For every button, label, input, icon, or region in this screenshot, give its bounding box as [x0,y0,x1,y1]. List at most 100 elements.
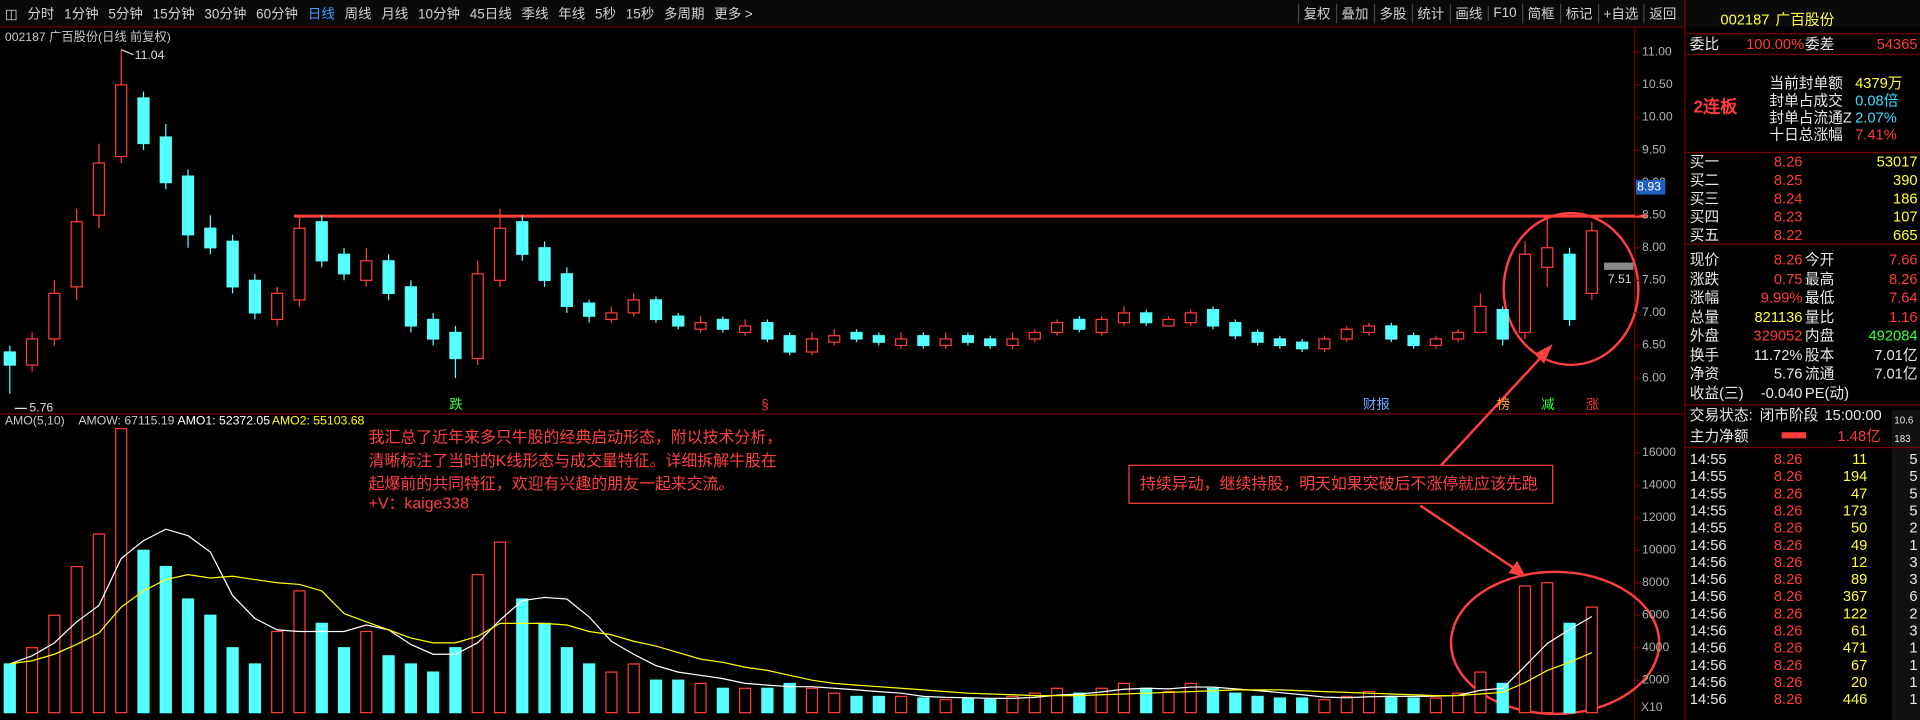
quote-value: 1.16 [1888,307,1918,326]
min-label: 5.76 [29,401,53,415]
period-tab[interactable]: 5分钟 [108,7,143,23]
tool-button[interactable]: 标记 [1559,3,1597,24]
info-label: 封单占成交 [1769,91,1843,109]
trade-price: 8.26 [1773,502,1803,520]
tool-button[interactable]: 画线 [1449,3,1487,24]
volume-bar [115,427,128,714]
candle-body [493,227,507,281]
period-tab[interactable]: 分时 [27,7,55,23]
candle-body [1362,325,1376,334]
trade-volume: 12 [1850,553,1868,571]
stock-code: 002187 [1720,11,1770,29]
tool-button[interactable]: +自选 [1597,3,1643,24]
volume-bar [761,687,774,714]
separator [1686,404,1920,406]
tool-button[interactable]: 多股 [1373,3,1411,24]
trade-count: 3 [1909,570,1918,588]
trade-volume: 67 [1850,656,1868,674]
trade-volume: 194 [1842,467,1868,485]
period-tab[interactable]: 45日线 [469,7,512,23]
trade-volume: 446 [1842,690,1868,708]
tool-button[interactable]: 返回 [1643,3,1681,24]
candle-body [1229,322,1242,337]
period-tab[interactable]: 10分钟 [418,7,460,23]
volume-bar [1206,687,1220,714]
volume-bar [738,687,752,714]
tool-button[interactable]: 复权 [1297,3,1335,24]
tool-button[interactable]: 统计 [1411,3,1449,24]
trade-time: 14:55 [1689,450,1727,468]
trade-time: 14:55 [1689,502,1727,520]
axis-tag-bg [1635,179,1666,195]
volume-bar [493,541,507,714]
period-tab[interactable]: 60分钟 [256,7,299,23]
y-tick-label: 7.50 [1642,273,1666,287]
trade-count: 5 [1909,450,1918,468]
volume-bar [137,549,150,714]
candle-body [1318,338,1331,350]
trade-price: 8.26 [1773,622,1803,640]
event-marker: 跌 [449,397,463,412]
candle-body [1117,312,1131,324]
y-tick-label: 14000 [1642,478,1676,492]
candle-body [1340,328,1353,340]
period-tab[interactable]: 日线 [307,7,335,23]
period-tab[interactable]: 季线 [521,7,549,23]
quote-value: 8.26 [1773,251,1803,269]
y-tick-label: 16000 [1642,445,1676,459]
period-tab[interactable]: 30分钟 [204,7,247,23]
trade-price: 8.26 [1773,690,1803,708]
volume-bar [583,663,596,714]
tool-button[interactable]: F10 [1487,6,1521,21]
candle-body [337,253,351,275]
volume-bar [672,679,685,714]
status-label: 交易状态: [1689,406,1753,424]
candle-body [360,260,373,281]
candle-body [1541,247,1554,268]
candle-body [471,273,484,360]
tool-button[interactable]: 简框 [1521,3,1560,24]
trade-time: 14:56 [1689,587,1727,605]
period-tab[interactable]: 年线 [558,7,586,23]
period-tab[interactable]: 15秒 [625,7,655,23]
value: 54365 [1876,35,1918,53]
volume-bar [337,647,351,714]
arrow-head [1534,344,1553,364]
volume-bar [1563,622,1576,714]
candle-body [850,331,863,340]
quote-label: 现价 [1689,251,1720,269]
period-tab[interactable]: 1分钟 [64,7,99,23]
separator [1686,53,1920,56]
y-tick-label: 2000 [1642,672,1669,686]
quote-value: 8.26 [1888,270,1918,288]
candle-body [1050,322,1064,334]
period-tab[interactable]: 5秒 [594,7,616,23]
candle-body [1385,325,1398,340]
candle-body [1028,331,1041,340]
trade-volume: 367 [1842,587,1868,605]
period-tab[interactable]: 周线 [344,7,372,23]
period-tab[interactable]: 15分钟 [152,7,195,23]
quote-value: 821136 [1754,307,1803,326]
trade-volume: 471 [1842,639,1868,657]
average-line [9,528,1593,699]
period-tab[interactable]: 更多 > [714,7,753,23]
info-value: 2.07% [1855,108,1897,127]
tool-button[interactable]: 叠加 [1335,3,1373,24]
trade-count: 6 [1909,587,1918,605]
candle-body [1206,309,1220,327]
menu-icon[interactable]: ◫ [4,6,18,22]
quote-label: 总量 [1689,307,1720,326]
note: 清晰标注了当时的K线形态与成交量特征。详细拆解牛股在 [369,452,777,470]
quote-label: 股本 [1804,345,1835,364]
volume-bar [1117,682,1131,714]
period-tab[interactable]: 多周期 [664,7,705,23]
candle-body [449,331,462,360]
candle-body [872,335,885,343]
candle-body [382,260,395,294]
y-tick-label: 8000 [1642,575,1669,589]
volume-bar [1340,695,1353,714]
period-tab[interactable]: 月线 [381,7,409,23]
event-marker: 榜 [1497,396,1510,412]
volume-bar [783,682,796,714]
